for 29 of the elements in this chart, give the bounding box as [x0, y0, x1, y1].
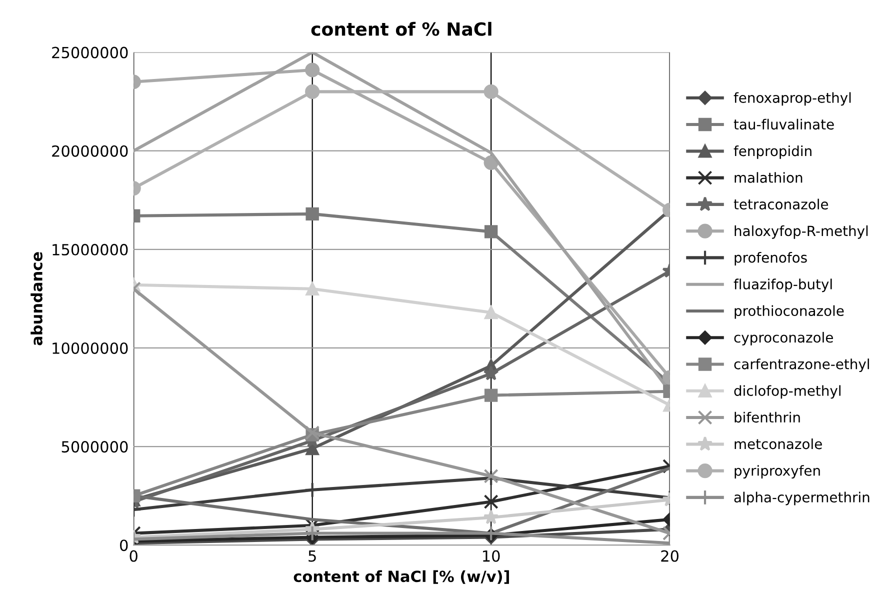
legend-label: bifenthrin [734, 412, 800, 423]
legend-label: prothioconazole [734, 305, 844, 319]
legend-label: profenofos [734, 252, 807, 266]
legend-label: fenoxaprop-ethyl [734, 92, 851, 106]
x-tick-label: 0 [130, 550, 138, 562]
x-tick-label: 5 [308, 550, 316, 562]
x-axis-title: content of NaCl [% (w/v)] [294, 570, 509, 584]
y-tick-label: 5000000 [62, 441, 128, 453]
x-tick-label: 20 [661, 550, 679, 562]
legend-label: alpha-cypermethrin [734, 492, 870, 506]
legend-label: tetraconazole [734, 198, 828, 210]
y-tick-label: 0 [120, 540, 128, 552]
x-tick-label: 10 [483, 550, 500, 562]
legend-label: malathion [734, 172, 802, 183]
chart-title: content of % NaCl [311, 22, 492, 36]
y-tick-label: 15000000 [52, 244, 128, 256]
legend-label: tau-fluvalinate [734, 118, 834, 130]
legend-label: diclofop-methyl [734, 385, 840, 399]
y-axis-title: abundance [30, 252, 42, 346]
legend-label: fenpropidin [734, 145, 812, 159]
legend-label: fluazifop-butyl [734, 278, 832, 292]
y-tick-label: 25000000 [52, 46, 128, 58]
legend-label: pyriproxyfen [734, 465, 820, 479]
legend-label: haloxyfop-R-methyl [734, 225, 868, 239]
legend-label: carfentrazone-ethyl [734, 358, 869, 372]
y-tick-label: 10000000 [52, 342, 128, 354]
legend-label: metconazole [734, 438, 822, 450]
y-tick-label: 20000000 [52, 145, 128, 157]
legend-label: cyproconazole [734, 332, 833, 346]
